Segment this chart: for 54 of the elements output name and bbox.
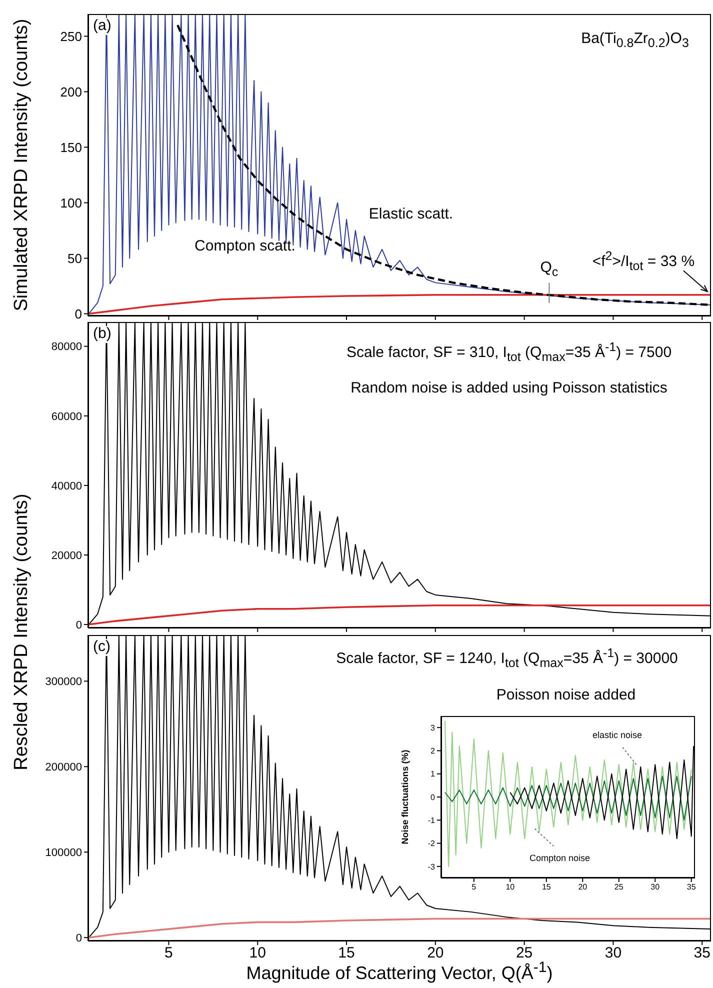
x-tick-label: 10 xyxy=(506,882,516,892)
y-axis-title: Simulated XRPD Intensity (counts) xyxy=(11,18,33,312)
y-tick-label: 40000 xyxy=(51,480,82,492)
x-tick-label: 20 xyxy=(427,944,444,962)
y-axis-title: Noise fluctuations (%) xyxy=(400,750,410,844)
y-tick-label: -3 xyxy=(428,862,436,872)
y-tick-label: -1 xyxy=(428,816,436,825)
annotation: <f$^{2}$>/I$_{tot}$ = 33 % xyxy=(592,248,695,273)
annotation: elastic noise xyxy=(592,730,642,740)
y-tick-label: 100 xyxy=(60,195,82,210)
annotation: Compton scatt. xyxy=(194,238,296,254)
y-tick-label: 2 xyxy=(430,746,436,756)
annotation: Poisson noise added xyxy=(496,686,636,704)
x-tick-label: 35 xyxy=(694,944,710,962)
y-tick-label: 3 xyxy=(430,723,436,732)
annotation: Compton noise xyxy=(530,852,590,863)
y-tick-label: 50 xyxy=(68,250,82,266)
annotation: Random noise is added using Poisson statistics xyxy=(350,380,668,396)
y-tick-label: -2 xyxy=(428,839,436,848)
x-tick-label: 15 xyxy=(542,882,552,892)
y-tick-label: 0 xyxy=(74,306,82,322)
y-tick-label: 0 xyxy=(76,619,82,632)
x-tick-label: 5 xyxy=(164,944,173,962)
y-tick-label: 300000 xyxy=(45,676,82,688)
x-axis-title: Magnitude of Scattering Vector, Q(Å$^{-1}$) xyxy=(246,959,553,983)
chart-title: (c) xyxy=(93,638,110,656)
y-tick-label: 20000 xyxy=(51,550,82,562)
annotation: Scale factor, SF = 310, I$_{tot}$ (Q$_{max}$=35 Å$^{-1}$) = 7500 xyxy=(346,340,672,364)
annotation: Ba(Ti$_{0.8}$Zr$_{0.2}$)O$_{3}$ xyxy=(581,30,689,50)
x-tick-label: 10 xyxy=(249,944,266,962)
annotation: Q$_{c}$ xyxy=(540,258,558,279)
y-tick-label: 100000 xyxy=(45,847,82,860)
x-tick-label: 20 xyxy=(578,882,588,892)
x-tick-label: 30 xyxy=(650,882,660,892)
y-tick-label: 200000 xyxy=(45,762,82,774)
y-tick-label: 250 xyxy=(60,28,82,44)
y-tick-label: 200 xyxy=(60,84,82,100)
chart-title: (b) xyxy=(93,325,112,342)
y-tick-label: 60000 xyxy=(51,410,82,423)
x-tick-label: 25 xyxy=(516,944,533,962)
annotation: Elastic scatt. xyxy=(368,206,454,222)
x-tick-label: 25 xyxy=(614,882,624,892)
y-tick-label: 1 xyxy=(430,770,436,779)
annotation: Scale factor, SF = 1240, I$_{tot}$ (Q$_{max}$=35 Å$^{-1}$) = 30000 xyxy=(336,646,678,670)
x-tick-label: 15 xyxy=(338,944,355,962)
y-axis-title: Rescled XRPD Intensity (counts) xyxy=(11,494,33,770)
y-tick-label: 0 xyxy=(76,932,82,944)
x-tick-label: 35 xyxy=(686,882,696,892)
y-tick-label: 150 xyxy=(60,140,82,155)
x-tick-label: 30 xyxy=(604,944,622,962)
chart-title: (a) xyxy=(93,17,112,34)
y-tick-label: 0 xyxy=(430,792,436,802)
y-tick-label: 80000 xyxy=(51,341,82,354)
x-tick-label: 5 xyxy=(472,882,477,892)
